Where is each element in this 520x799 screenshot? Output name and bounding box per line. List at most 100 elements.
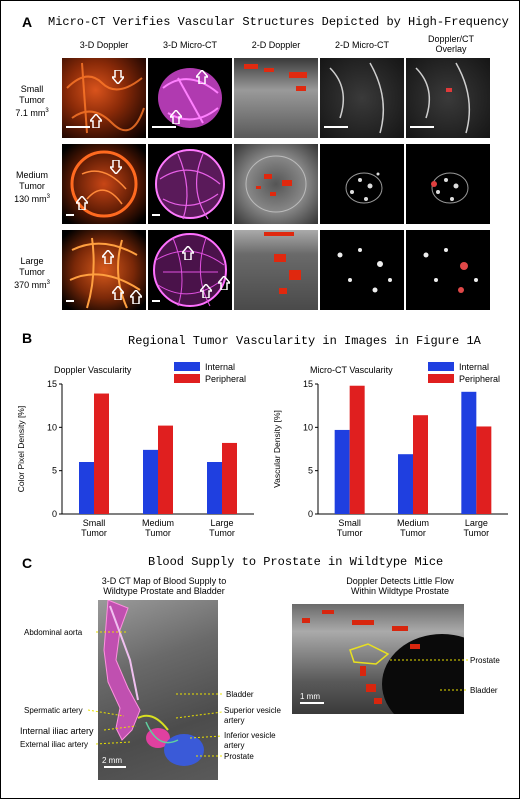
label-inferior-vesicle: Inferior vesicle artery [224, 731, 276, 750]
image-2d-doppler-medium [234, 144, 318, 224]
x-tick-label: Tumor [145, 528, 171, 538]
ct-map-image: 2 mm [98, 600, 218, 780]
right-image-caption: Doppler Detects Little Flow Within Wildt… [346, 576, 454, 596]
image-2d-doppler-large [234, 230, 318, 310]
label-spermatic-artery: Spermatic artery [24, 706, 83, 715]
x-tick-label: Medium [142, 518, 174, 528]
y-axis-label: Color Pixel Density [%] [16, 406, 26, 492]
doppler-prostate-image: 1 mm [292, 604, 464, 714]
panel-b-letter: B [22, 330, 33, 346]
x-tick-label: Medium [397, 518, 429, 528]
row-small-name2: Tumor [19, 95, 45, 105]
col-header-2d-microct: 2-D Micro-CT [335, 40, 389, 50]
image-overlay-medium [406, 144, 490, 224]
ct-scale-label: 2 mm [102, 756, 122, 765]
arrow-up-icon [200, 284, 212, 298]
arrow-up-icon [170, 110, 182, 124]
legend-swatch-internal [428, 362, 454, 371]
x-tick-label: Tumor [463, 528, 489, 538]
row-medium-volume: 130 mm3 [14, 194, 50, 204]
image-3d-doppler-small [62, 58, 146, 138]
row-small-name: Small [20, 84, 44, 94]
x-tick-label: Tumor [209, 528, 235, 538]
arrow-up-icon [102, 250, 114, 264]
arrow-up-icon [130, 290, 142, 304]
row-large-name: Large [20, 256, 44, 266]
image-2d-microct-medium [320, 144, 404, 224]
image-overlay-small [406, 58, 490, 138]
panel-b-title: Regional Tumor Vascularity in Images in … [128, 334, 481, 348]
y-axis-label: Vascular Density [%] [272, 410, 282, 488]
scale-bar [152, 214, 160, 216]
arrow-up-icon [90, 114, 102, 128]
scale-bar [152, 300, 160, 302]
x-tick-label: Large [465, 518, 488, 528]
bar-peripheral-3 [222, 442, 237, 514]
x-tick-label: Tumor [81, 528, 107, 538]
bar-internal-3 [207, 462, 222, 514]
y-tick-label: 0 [308, 509, 313, 519]
image-3d-microct-large [148, 230, 232, 310]
label-bladder-right: Bladder [470, 686, 498, 695]
arrow-up-icon [218, 276, 230, 290]
label-bladder-left: Bladder [226, 690, 254, 699]
x-tick-label: Large [210, 518, 233, 528]
label-abdominal-aorta: Abdominal aorta [24, 628, 83, 637]
label-superior-vesicle: Superior vesicle artery [224, 706, 281, 725]
chart-title: Doppler Vascularity [54, 365, 132, 375]
bar-peripheral-1 [349, 385, 365, 514]
scale-bar [66, 300, 74, 302]
image-2d-microct-large [320, 230, 404, 310]
image-3d-microct-medium [148, 144, 232, 224]
arrow-down-icon [112, 70, 124, 84]
bar-internal-2 [143, 449, 158, 514]
legend-label-internal: Internal [459, 362, 489, 372]
microct-vascularity-chart: Micro-CT Vascularity Vascular Density [%]… [272, 362, 508, 538]
legend-swatch-peripheral [428, 374, 454, 383]
doppler-scale-label: 1 mm [300, 692, 320, 701]
scale-bar [152, 126, 176, 128]
row-large-name2: Tumor [19, 267, 45, 277]
label-external-iliac: External iliac artery [20, 740, 89, 749]
x-tick-label: Small [338, 518, 361, 528]
bar-internal-2 [398, 454, 413, 514]
col-header-3d-microct: 3-D Micro-CT [163, 40, 217, 50]
x-tick-label: Tumor [400, 528, 426, 538]
arrow-up-icon [182, 246, 194, 260]
legend-label-peripheral: Peripheral [459, 374, 500, 384]
bar-internal-1 [334, 429, 350, 514]
row-label-small: Small Tumor 7.1 mm3 [6, 84, 58, 119]
arrow-up-icon [112, 286, 124, 300]
y-tick-label: 5 [52, 466, 57, 476]
y-tick-label: 0 [52, 509, 57, 519]
scale-bar [104, 766, 126, 768]
row-medium-name2: Tumor [19, 181, 45, 191]
bar-peripheral-3 [476, 426, 492, 514]
legend-label-internal: Internal [205, 362, 235, 372]
chart-title: Micro-CT Vascularity [310, 365, 393, 375]
arrow-up-icon [76, 196, 88, 210]
panel-c-title: Blood Supply to Prostate in Wildtype Mic… [148, 555, 444, 569]
x-tick-label: Tumor [337, 528, 363, 538]
left-image-caption: 3-D CT Map of Blood Supply to Wildtype P… [101, 576, 227, 596]
legend-swatch-peripheral [174, 374, 200, 383]
image-2d-doppler-small [234, 58, 318, 138]
col-header-2d-doppler: 2-D Doppler [251, 40, 301, 50]
legend-label-peripheral: Peripheral [205, 374, 246, 384]
row-small-volume: 7.1 mm3 [15, 108, 49, 118]
y-tick-label: 15 [303, 379, 313, 389]
label-internal-iliac: Internal iliac artery [20, 726, 94, 736]
arrow-down-icon [110, 160, 122, 174]
bar-internal-3 [461, 391, 477, 514]
bar-peripheral-2 [158, 425, 173, 514]
bar-internal-1 [79, 462, 94, 514]
bar-peripheral-2 [413, 415, 428, 514]
scale-bar [66, 214, 74, 216]
panel-a-title: Micro-CT Verifies Vascular Structures De… [48, 15, 509, 29]
label-prostate-left: Prostate [224, 752, 254, 761]
col-header-3d-doppler: 3-D Doppler [79, 40, 129, 50]
x-tick-label: Small [83, 518, 106, 528]
row-large-volume: 370 mm3 [14, 280, 50, 290]
